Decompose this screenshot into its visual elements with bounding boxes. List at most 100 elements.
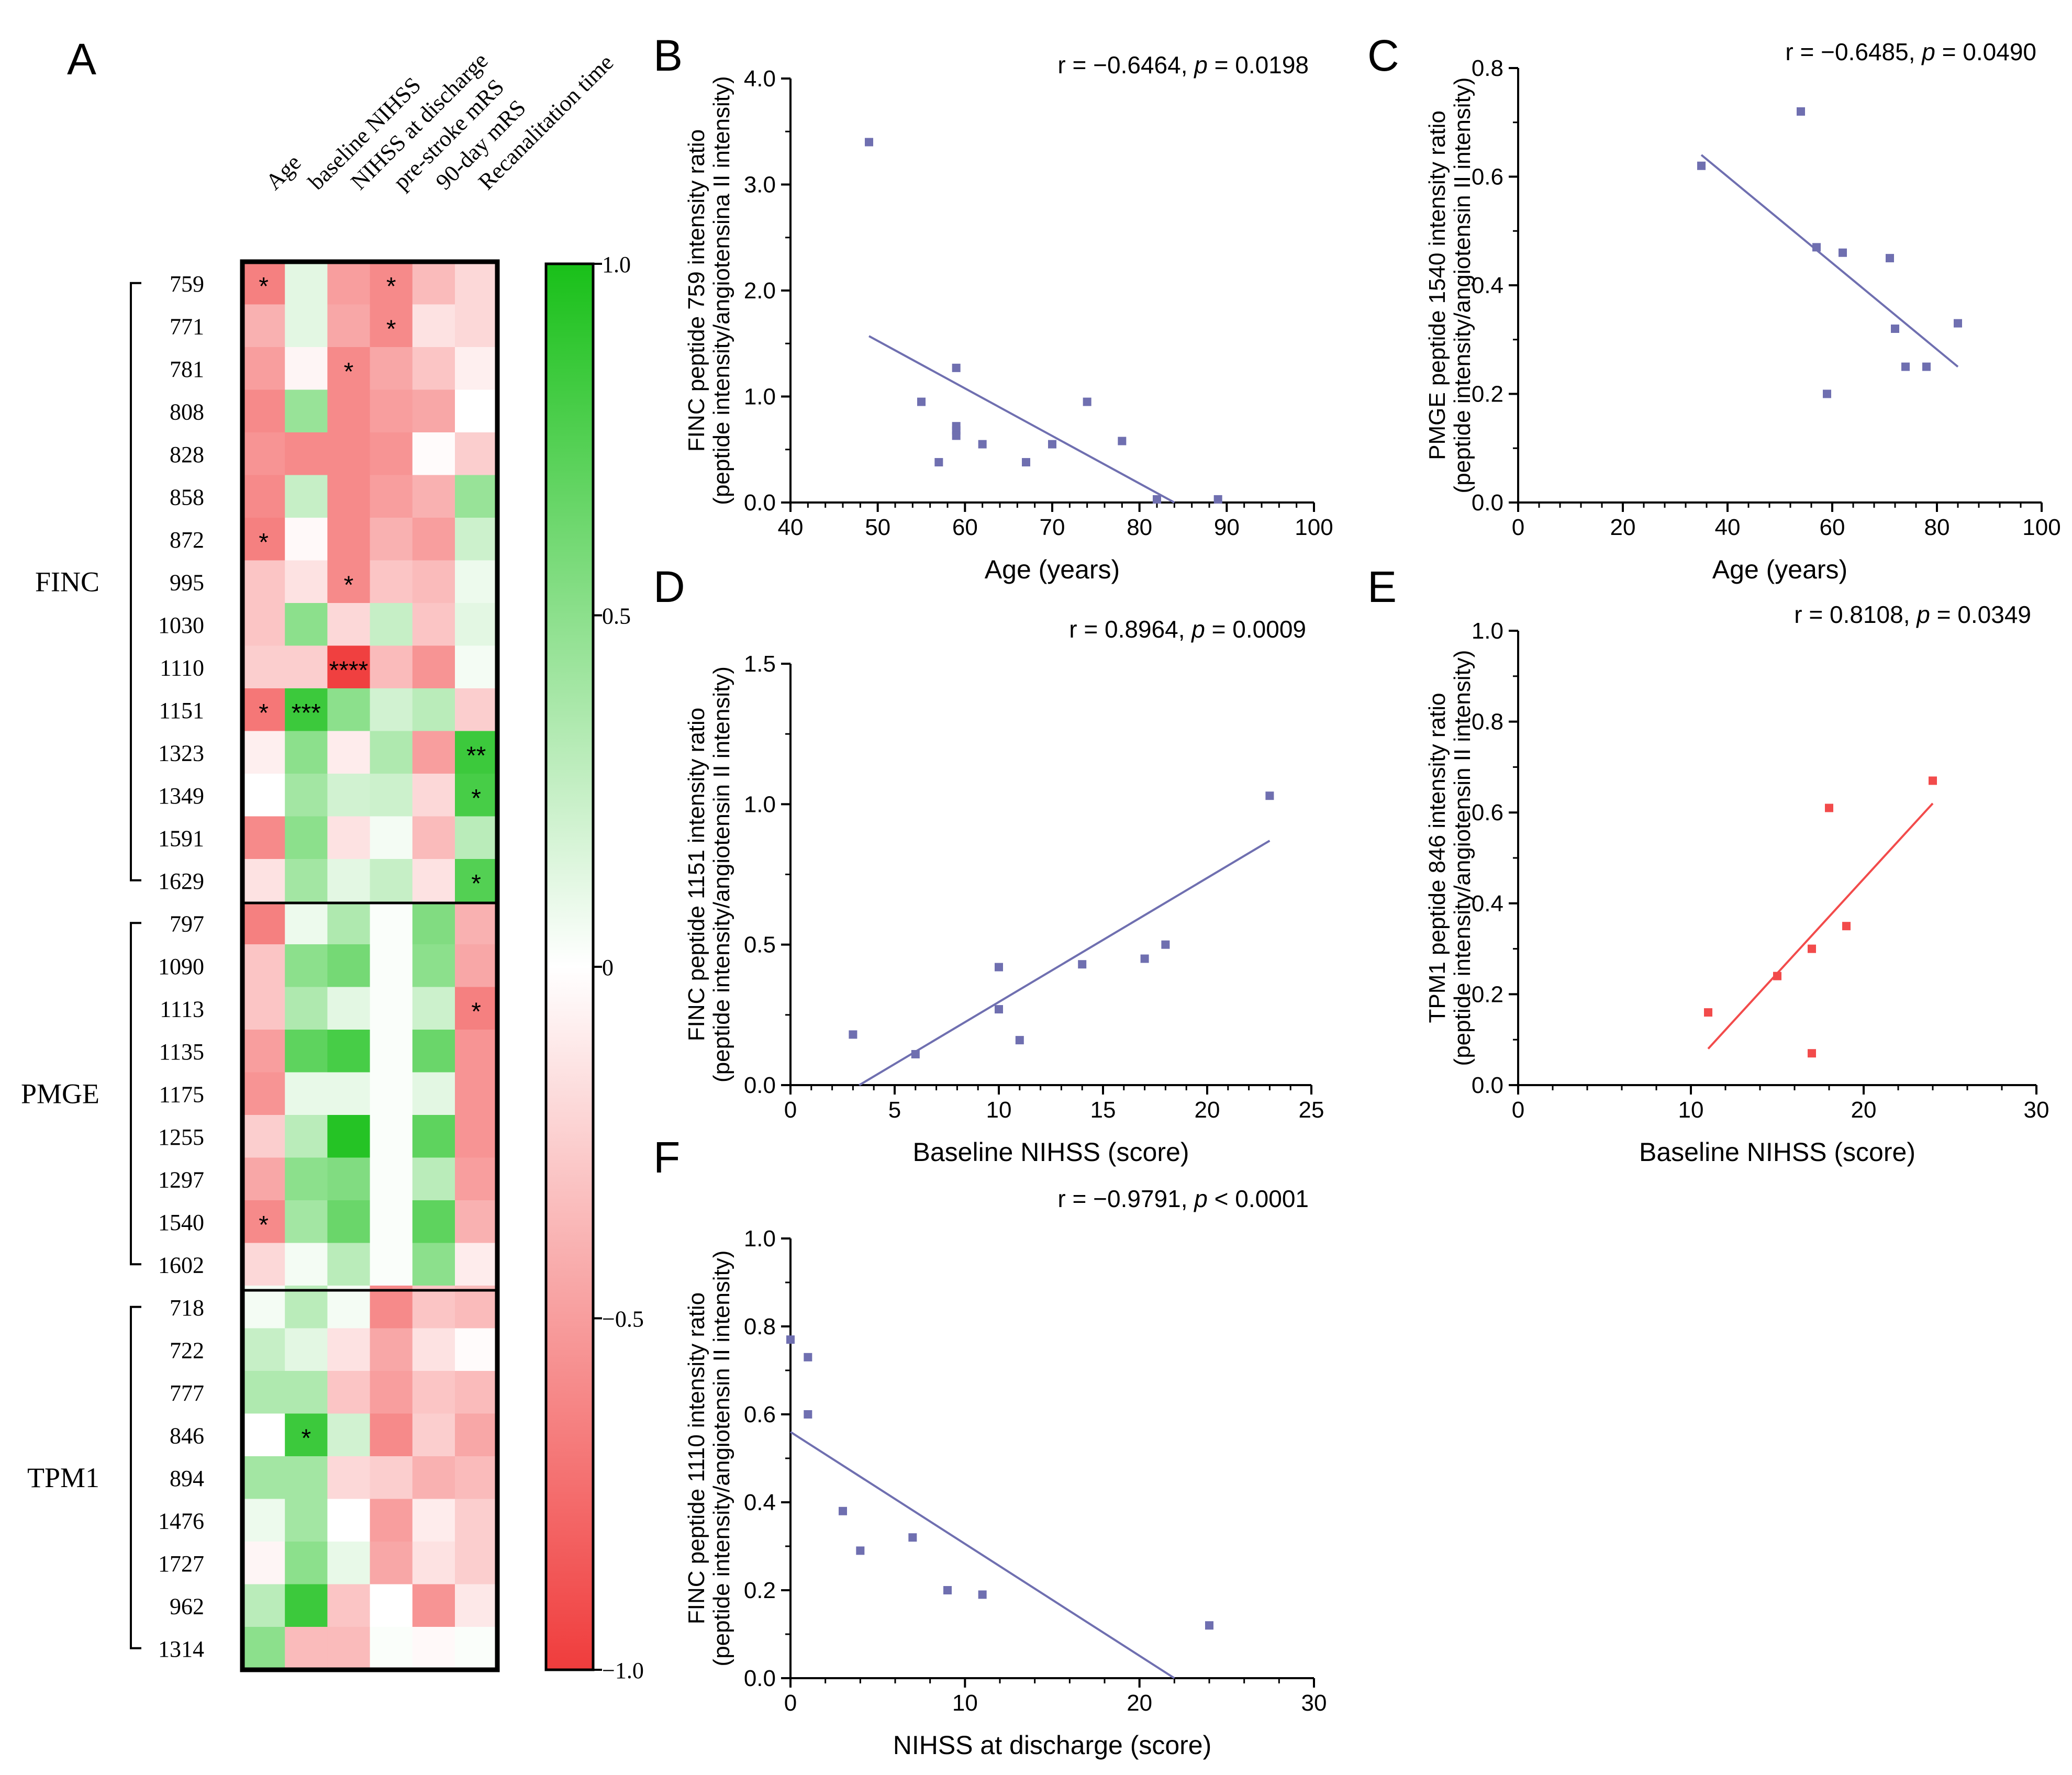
heatmap-cell-r17-c0 — [242, 987, 285, 1030]
x-tick-label: 20 — [1127, 1690, 1152, 1716]
data-point — [1704, 1008, 1712, 1017]
x-tick-label: 90 — [1214, 515, 1240, 540]
heatmap-cell-r3-c0 — [242, 389, 285, 433]
heatmap-cell-r31-c5 — [455, 1584, 498, 1627]
heatmap-cell-r21-c5 — [455, 1157, 498, 1201]
x-tick-label: 0 — [784, 1097, 797, 1123]
heatmap-cells — [242, 262, 498, 1670]
y-axis-label-line2: (peptide intensity/angiotensina II inten… — [709, 76, 734, 505]
data-point — [1697, 161, 1706, 170]
heatmap-cell-r5-c5 — [455, 475, 498, 518]
heatmap-cell-r24-c5 — [455, 1286, 498, 1329]
significance-star: * — [259, 529, 269, 556]
y-tick-label: 1.0 — [744, 791, 776, 817]
heatmap-row-label: 1030 — [158, 612, 204, 638]
heatmap-cell-r32-c4 — [412, 1627, 455, 1670]
x-tick-label: 20 — [1851, 1097, 1877, 1123]
heatmap-cell-r14-c3 — [370, 859, 413, 902]
correlation-annotation: r = −0.9791, p < 0.0001 — [1057, 1185, 1309, 1212]
heatmap-cell-r5-c0 — [242, 475, 285, 518]
heatmap-cell-r14-c5 — [455, 859, 498, 902]
heatmap-cell-r15-c1 — [285, 901, 328, 945]
heatmap-cell-r6-c1 — [285, 518, 328, 561]
heatmap-cell-r7-c4 — [412, 560, 455, 604]
heatmap-row-label: 718 — [170, 1295, 204, 1321]
significance-star: * — [259, 273, 269, 300]
heatmap-row-label: 1175 — [159, 1081, 204, 1107]
heatmap-cell-r30-c1 — [285, 1542, 328, 1585]
significance-star: * — [386, 273, 396, 300]
heatmap-cell-r22-c2 — [327, 1200, 371, 1244]
heatmap-cell-r18-c2 — [327, 1030, 371, 1073]
y-tick-label: 0.0 — [744, 490, 776, 516]
heatmap-cell-r21-c3 — [370, 1157, 413, 1201]
heatmap-cell-r11-c2 — [327, 731, 371, 774]
heatmap-cell-r17-c4 — [412, 987, 455, 1030]
heatmap-row-label: 1629 — [158, 868, 204, 894]
data-point — [1161, 940, 1170, 949]
regression-line — [868, 335, 1175, 504]
x-axis-label: Age (years) — [1712, 555, 1847, 584]
annotation-p-symbol: p — [1915, 601, 1930, 628]
heatmap-cell-r12-c1 — [285, 774, 328, 817]
heatmap-cell-r5-c1 — [285, 475, 328, 518]
heatmap-cell-r7-c3 — [370, 560, 413, 604]
x-tick-label: 0 — [1512, 515, 1524, 540]
significance-star: * — [471, 870, 481, 898]
heatmap-cell-r2-c3 — [370, 347, 413, 390]
heatmap-cell-r3-c2 — [327, 389, 371, 433]
heatmap-cell-r25-c0 — [242, 1328, 285, 1371]
y-tick-label: 0.2 — [744, 1578, 776, 1603]
regression-line — [1700, 154, 1959, 368]
heatmap-cell-r19-c2 — [327, 1072, 371, 1115]
data-point — [917, 397, 926, 406]
y-tick-label: 0.6 — [744, 1402, 776, 1427]
y-tick-label: 3.0 — [744, 172, 776, 198]
heatmap-cell-r18-c0 — [242, 1030, 285, 1073]
heatmap-cell-r12-c4 — [412, 774, 455, 817]
group-bracket — [130, 1305, 141, 1649]
y-tick-label: 0.8 — [744, 1314, 776, 1339]
heatmap-cell-r1-c3 — [370, 304, 413, 348]
heatmap-cell-r2-c2 — [327, 347, 371, 390]
data-point — [911, 1050, 920, 1058]
scatter-panel-c: C 0 20 40 60 80 100 0.0 0.2 0.4 0.6 0.8 Age (years) P… — [1367, 31, 2061, 584]
colorbar-tick-label: 0 — [602, 955, 614, 980]
y-tick-label: 0.0 — [744, 1073, 776, 1098]
heatmap-cell-r10-c5 — [455, 688, 498, 732]
group-label: FINC — [35, 566, 99, 597]
panel-label-c: C — [1367, 31, 1399, 80]
annotation-p-value: = 0.0009 — [1205, 616, 1306, 643]
y-axis-label-line1: FINC peptide 1151 intensity ratio — [684, 708, 709, 1042]
heatmap-cell-r32-c1 — [285, 1627, 328, 1670]
x-tick-label: 0 — [784, 1690, 797, 1716]
y-axis-label-line1: FINC peptide 1110 intensity ratio — [684, 1292, 709, 1624]
correlation-annotation: r = −0.6485, p = 0.0490 — [1785, 38, 2036, 65]
y-tick-label: 0.0 — [1472, 490, 1503, 516]
y-tick-label: 0.2 — [1472, 382, 1503, 407]
annotation-p-value: = 0.0349 — [1930, 601, 2031, 628]
heatmap-cell-r16-c2 — [327, 944, 371, 988]
heatmap-cell-r20-c2 — [327, 1115, 371, 1158]
heatmap-row-label: 1110 — [160, 655, 204, 680]
heatmap-cell-r16-c3 — [370, 944, 413, 988]
heatmap-cell-r20-c0 — [242, 1115, 285, 1158]
panel-label-b: B — [653, 31, 683, 80]
data-point — [856, 1546, 865, 1555]
panel-label-f: F — [653, 1133, 680, 1182]
heatmap-cell-r0-c2 — [327, 262, 371, 305]
data-point — [1922, 362, 1931, 371]
heatmap-row-label: 1135 — [159, 1039, 204, 1065]
heatmap-cell-r4-c2 — [327, 432, 371, 476]
heatmap-cell-r24-c4 — [412, 1286, 455, 1329]
heatmap-cell-r0-c5 — [455, 262, 498, 305]
heatmap-cell-r10-c0 — [242, 688, 285, 732]
x-tick-label: 20 — [1195, 1097, 1220, 1123]
heatmap-cell-r25-c5 — [455, 1328, 498, 1371]
heatmap-row-label: 808 — [170, 399, 204, 425]
heatmap-cell-r11-c0 — [242, 731, 285, 774]
heatmap-cell-r14-c2 — [327, 859, 371, 902]
annotation-p-symbol: p — [1193, 51, 1208, 79]
data-point — [978, 1590, 987, 1599]
heatmap-cell-r32-c0 — [242, 1627, 285, 1670]
